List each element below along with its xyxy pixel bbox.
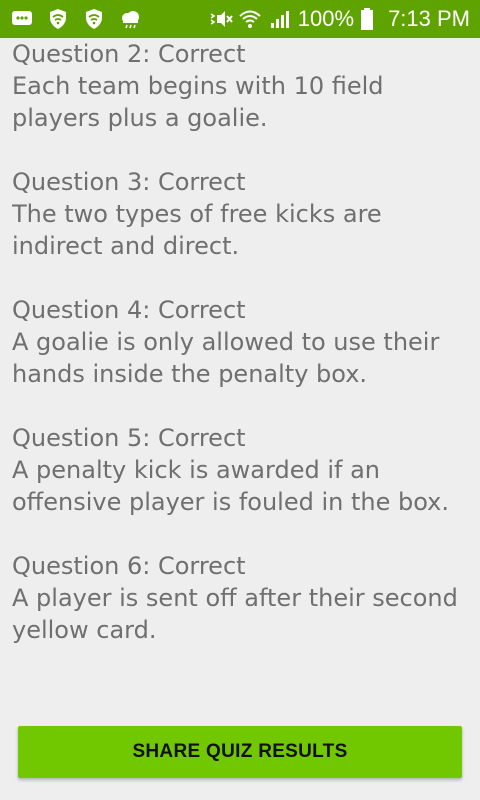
chat-icon xyxy=(10,7,34,31)
bluetooth-vibrate-mute-icon xyxy=(208,7,233,31)
result-title: Question 2: Correct xyxy=(12,40,246,68)
battery-percent: 100% xyxy=(297,6,355,31)
clock: 7:13 PM xyxy=(388,6,470,31)
result-title: Question 3: Correct xyxy=(12,168,246,196)
result-item: Question 2: Correct Each team begins wit… xyxy=(12,38,468,134)
shield-wifi-icon xyxy=(46,7,70,31)
result-answer: A penalty kick is awarded if an offensiv… xyxy=(12,456,450,516)
result-item: Question 3: Correct The two types of fre… xyxy=(12,166,468,262)
result-item: Question 6: Correct A player is sent off… xyxy=(12,550,468,646)
result-item: Question 5: Correct A penalty kick is aw… xyxy=(12,422,468,518)
result-title: Question 5: Correct xyxy=(12,424,246,452)
battery-icon xyxy=(360,7,374,31)
result-item: Question 4: Correct A goalie is only all… xyxy=(12,294,468,390)
share-quiz-results-button[interactable]: SHARE QUIZ RESULTS xyxy=(18,726,462,778)
result-answer: A goalie is only allowed to use their ha… xyxy=(12,328,440,388)
result-title: Question 4: Correct xyxy=(12,296,246,324)
results-list: Question 2: Correct Each team begins wit… xyxy=(12,38,468,698)
status-bar: 100% 7:13 PM xyxy=(0,0,480,38)
cell-signal-icon xyxy=(268,7,292,31)
result-answer: A player is sent off after their second … xyxy=(12,584,458,644)
result-answer: The two types of free kicks are indirect… xyxy=(12,200,382,260)
result-answer: Each team begins with 10 field players p… xyxy=(12,72,384,132)
shield-wifi-icon-2 xyxy=(82,7,106,31)
weather-cloud-icon xyxy=(118,7,142,31)
wifi-icon xyxy=(238,7,262,31)
result-title: Question 6: Correct xyxy=(12,552,246,580)
